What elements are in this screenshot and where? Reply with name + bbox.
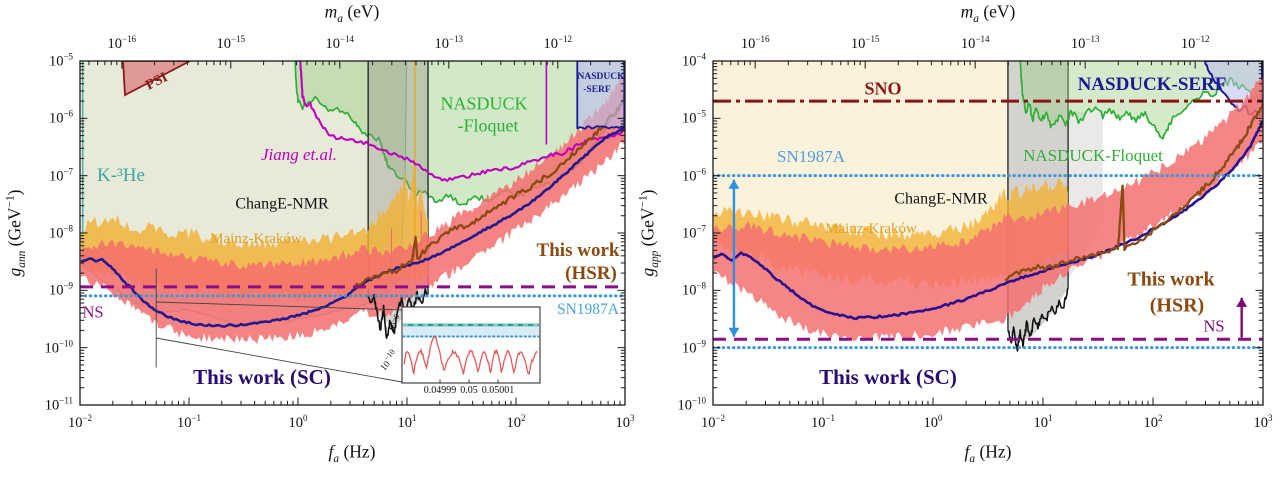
right-x-axis-title: fa (Hz) <box>964 441 1012 465</box>
right-y-axis-title: gapp (GeV−1) <box>637 189 661 277</box>
left-x-axis-title: fa (Hz) <box>328 441 376 465</box>
right-top-axis-title: ma (eV) <box>960 1 1016 25</box>
left-top-axis-title: ma (eV) <box>324 1 380 25</box>
inset-box <box>401 306 541 384</box>
inset-signal-curve <box>403 335 538 376</box>
right-plot-area <box>713 61 1263 352</box>
left-y-axis-title: gann (GeV−1) <box>4 189 28 277</box>
left-plot-area <box>80 61 625 383</box>
